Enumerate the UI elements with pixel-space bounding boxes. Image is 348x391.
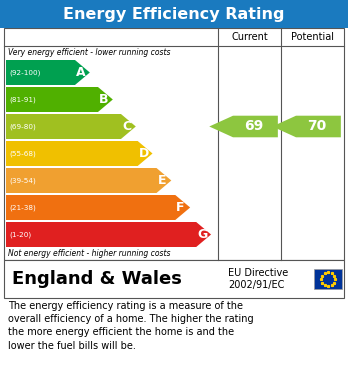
Text: (39-54): (39-54) (9, 177, 36, 184)
Text: England & Wales: England & Wales (12, 270, 182, 288)
Polygon shape (6, 195, 190, 220)
Polygon shape (6, 87, 113, 112)
Polygon shape (6, 168, 171, 193)
Text: 70: 70 (307, 120, 326, 133)
Text: (1-20): (1-20) (9, 231, 31, 238)
Polygon shape (6, 222, 211, 247)
Text: (92-100): (92-100) (9, 69, 40, 76)
Text: The energy efficiency rating is a measure of the
overall efficiency of a home. T: The energy efficiency rating is a measur… (8, 301, 254, 351)
Polygon shape (6, 60, 90, 85)
Bar (0, 0, 348, 28)
Text: D: D (139, 147, 149, 160)
Text: EU Directive: EU Directive (228, 268, 288, 278)
Text: 2002/91/EC: 2002/91/EC (228, 280, 284, 290)
Text: (69-80): (69-80) (9, 123, 36, 130)
Bar (4, 260, 344, 298)
Text: 69: 69 (244, 120, 263, 133)
Text: Potential: Potential (291, 32, 334, 42)
Bar (4, 28, 344, 260)
Polygon shape (209, 116, 278, 137)
Text: (81-91): (81-91) (9, 96, 36, 103)
Text: Very energy efficient - lower running costs: Very energy efficient - lower running co… (8, 48, 171, 57)
Text: Not energy efficient - higher running costs: Not energy efficient - higher running co… (8, 249, 171, 258)
Text: F: F (176, 201, 185, 214)
Text: B: B (99, 93, 109, 106)
Polygon shape (6, 114, 136, 139)
Text: (21-38): (21-38) (9, 204, 36, 211)
Text: G: G (197, 228, 207, 241)
Text: Current: Current (231, 32, 268, 42)
Text: (55-68): (55-68) (9, 150, 36, 157)
Text: Energy Efficiency Rating: Energy Efficiency Rating (63, 7, 285, 22)
Polygon shape (272, 116, 341, 137)
Text: C: C (122, 120, 131, 133)
Text: A: A (76, 66, 86, 79)
Text: E: E (158, 174, 166, 187)
Bar (314, 269, 342, 289)
Polygon shape (6, 141, 152, 166)
